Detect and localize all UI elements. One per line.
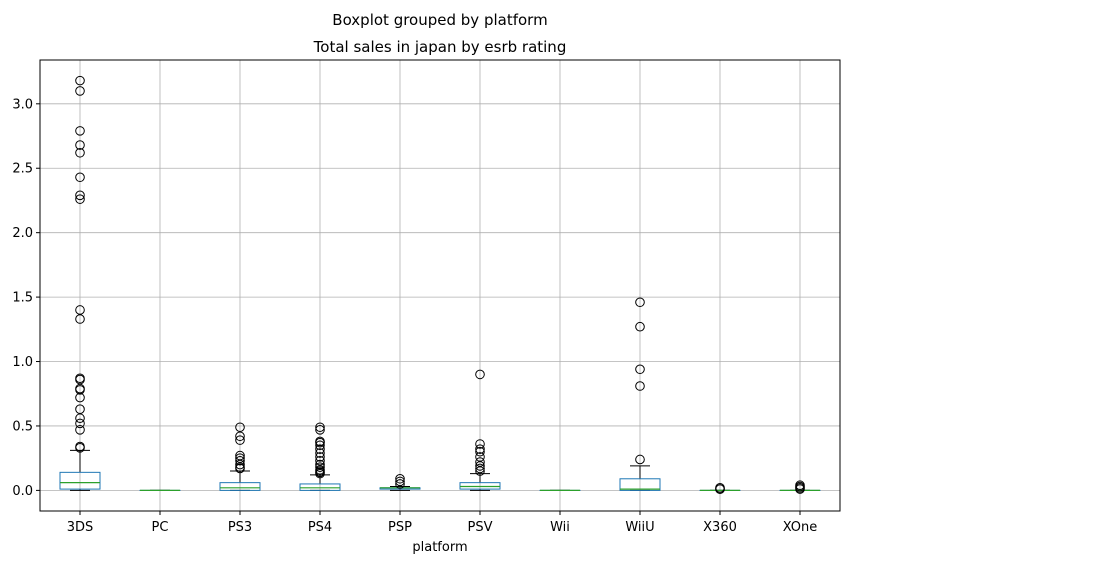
outlier-point [235, 455, 245, 466]
outlier-point [315, 444, 325, 454]
outlier-point [715, 484, 725, 494]
outlier-point [235, 431, 245, 442]
iqr-box [59, 471, 101, 490]
box-ps3 [219, 422, 261, 491]
iqr-box [299, 483, 341, 491]
x-tick-label: PS3 [228, 520, 252, 535]
outlier-point [75, 413, 85, 424]
grid-lines [40, 60, 840, 511]
x-tick-label: PS4 [308, 520, 332, 535]
outlier-point [475, 446, 485, 457]
x-tick-label: 3DS [67, 520, 94, 535]
y-tick-label: 2.0 [12, 226, 33, 241]
outlier-point [75, 75, 85, 86]
iqr-box [619, 478, 661, 491]
outlier-point [635, 381, 645, 391]
box-3ds [59, 75, 101, 491]
outlier-point [75, 126, 85, 136]
box-psp [379, 473, 421, 491]
y-tick-label: 3.0 [12, 97, 33, 112]
outlier-point [75, 392, 85, 403]
iqr-box [219, 482, 261, 491]
outlier-point [635, 321, 645, 332]
outlier-point [235, 459, 245, 470]
y-axis: 0.0 0.5 1.0 1.5 2.0 2.5 3.0 [12, 97, 40, 499]
outlier-point [75, 140, 85, 150]
box-ps4 [299, 422, 341, 491]
x-tick-label: WiiU [625, 520, 654, 535]
outlier-point [315, 462, 325, 472]
outlier-point [75, 190, 85, 201]
outlier-point [315, 422, 325, 433]
outlier-point [635, 297, 645, 308]
outlier-point [395, 479, 405, 489]
x-tick-label: Wii [550, 520, 570, 535]
outlier-point [395, 476, 405, 487]
outlier-point [475, 461, 485, 471]
chart-suptitle: Boxplot grouped by platform [332, 11, 547, 29]
y-tick-label: 0.5 [12, 419, 33, 434]
outlier-point [635, 454, 645, 465]
outlier-point [75, 172, 85, 183]
chart-title: Total sales in japan by esrb rating [313, 38, 567, 56]
y-tick-label: 1.0 [12, 355, 33, 370]
outlier-point [635, 364, 645, 375]
outlier-point [395, 473, 405, 484]
outlier-point [75, 194, 85, 204]
x-axis-label: platform [412, 540, 467, 555]
outlier-point [475, 439, 485, 449]
boxes-layer [59, 75, 821, 494]
y-tick-label: 0.0 [12, 484, 33, 499]
x-tick-label: PC [152, 520, 169, 535]
outlier-point [75, 385, 85, 395]
y-tick-label: 2.5 [12, 162, 33, 177]
outlier-point [235, 435, 245, 445]
y-tick-label: 1.5 [12, 291, 33, 306]
outlier-point [75, 425, 85, 435]
outlier-point [475, 444, 485, 454]
x-tick-label: X360 [703, 520, 737, 535]
plot-frame [39, 59, 841, 512]
outlier-point [235, 463, 245, 474]
x-tick-label: XOne [783, 520, 818, 535]
outlier-point [315, 468, 325, 479]
outlier-point [75, 147, 85, 158]
outlier-point [315, 440, 325, 451]
outlier-point [315, 425, 325, 435]
outlier-point [475, 466, 485, 476]
box-psv [459, 369, 501, 491]
x-tick-label: PSP [388, 520, 412, 535]
box-xone [779, 480, 821, 494]
outlier-point [75, 443, 85, 453]
x-tick-label: PSV [468, 520, 493, 535]
outlier-point [315, 452, 325, 462]
outlier-point [795, 484, 805, 494]
outlier-point [475, 463, 485, 474]
outlier-point [315, 437, 325, 448]
box-x360 [699, 483, 741, 494]
outlier-point [75, 418, 85, 429]
box-wiiu [619, 297, 661, 491]
outlier-point [315, 448, 325, 458]
iqr-box [459, 482, 501, 490]
x-axis: 3DS PC PS3 PS4 PSP PSV Wii WiiU X360 XOne [67, 511, 818, 535]
outlier-point [475, 369, 485, 380]
outlier-point [75, 314, 85, 324]
outlier-point [75, 86, 85, 96]
